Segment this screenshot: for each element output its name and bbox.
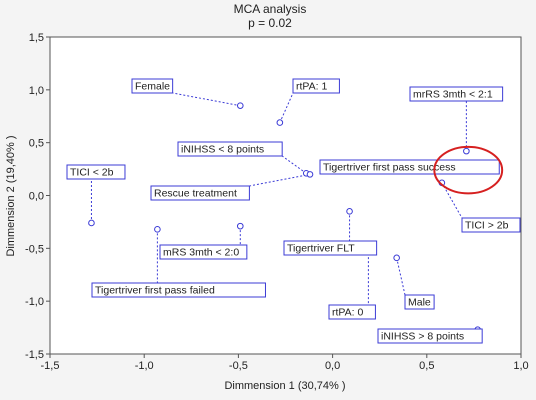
plot-area — [49, 36, 522, 355]
data-point — [88, 219, 95, 227]
x-tick-label: -0,5 — [229, 360, 248, 372]
point-label: mrRS 3mth < 2:1 — [413, 89, 493, 101]
leader-line — [281, 155, 307, 174]
y-tick-label: -1,5 — [25, 349, 44, 361]
point-label-box — [66, 164, 126, 180]
y-tick-label: 1,0 — [29, 85, 44, 97]
point-label-box — [177, 141, 283, 157]
data-point — [306, 171, 314, 178]
y-tick-label: 0,5 — [29, 138, 44, 150]
point-label-box — [159, 244, 248, 260]
data-point — [236, 102, 244, 109]
highlight-ellipse — [433, 145, 504, 195]
point-label: TICI > 2b — [465, 220, 509, 232]
x-tick-label: 0,0 — [325, 360, 340, 372]
point-label: Female — [135, 81, 170, 93]
leader-lines — [90, 92, 467, 305]
x-tick-label: -1,5 — [41, 360, 60, 372]
y-ticks: 1,5 1,0 0,5 0,0 -0,5 -1,0 -1,5 — [25, 32, 50, 361]
point-label: Tigertriver first pass success — [323, 162, 456, 174]
data-point — [346, 208, 353, 215]
point-label-box — [461, 217, 521, 233]
point-label: iNIHSS < 8 points — [181, 144, 264, 156]
leader-line — [441, 182, 463, 219]
point-label: iNIHSS > 8 points — [381, 331, 464, 343]
point-label-box — [91, 282, 266, 298]
x-tick-label: -1,0 — [135, 360, 154, 372]
y-tick-label: -0,5 — [25, 243, 44, 255]
leader-line — [279, 92, 294, 123]
point-label-box — [319, 159, 500, 175]
y-tick-label: 0,0 — [29, 191, 44, 203]
data-point — [463, 147, 470, 155]
point-label-box — [150, 185, 250, 201]
point-label-box — [292, 78, 340, 94]
y-tick-label: -1,0 — [25, 296, 44, 308]
point-label-box — [131, 78, 174, 94]
y-axis-title: Dimmension 2 (19,40% ) — [5, 135, 17, 256]
point-label-box — [328, 304, 376, 320]
point-label: mRS 3mth < 2:0 — [163, 247, 239, 259]
point-label-box — [377, 328, 483, 344]
point-label: Tigertriver FLT — [287, 243, 355, 255]
data-point — [276, 119, 284, 126]
data-point — [236, 222, 244, 230]
point-label: Tigertriver first pass failed — [95, 285, 215, 297]
point-label-box — [409, 86, 504, 102]
chart-subtitle: p = 0.02 — [248, 16, 292, 30]
y-tick-label: 1,5 — [29, 32, 44, 44]
point-label-box — [404, 294, 435, 310]
data-point — [393, 254, 400, 262]
leader-line — [172, 92, 241, 107]
x-ticks: -1,5 -1,0 -0,5 0,0 0,5 1,0 — [41, 354, 529, 372]
point-label: Rescue treatment — [154, 188, 237, 200]
x-axis-title: Dimmension 1 (30,74% ) — [224, 380, 345, 392]
x-tick-label: 1,0 — [513, 360, 528, 372]
point-label: Male — [408, 297, 431, 309]
point-label-box — [283, 240, 378, 256]
point-label: rtPA: 1 — [296, 81, 327, 93]
point-labels: Female rtPA: 1 iNIHSS < 8 points Rescue tre… — [66, 78, 521, 344]
data-point — [154, 226, 161, 233]
x-tick-label: 0,5 — [419, 360, 434, 372]
point-label: rtPA: 0 — [332, 307, 363, 319]
chart-title: MCA analysis — [234, 2, 307, 16]
point-label: TICI < 2b — [70, 167, 114, 179]
